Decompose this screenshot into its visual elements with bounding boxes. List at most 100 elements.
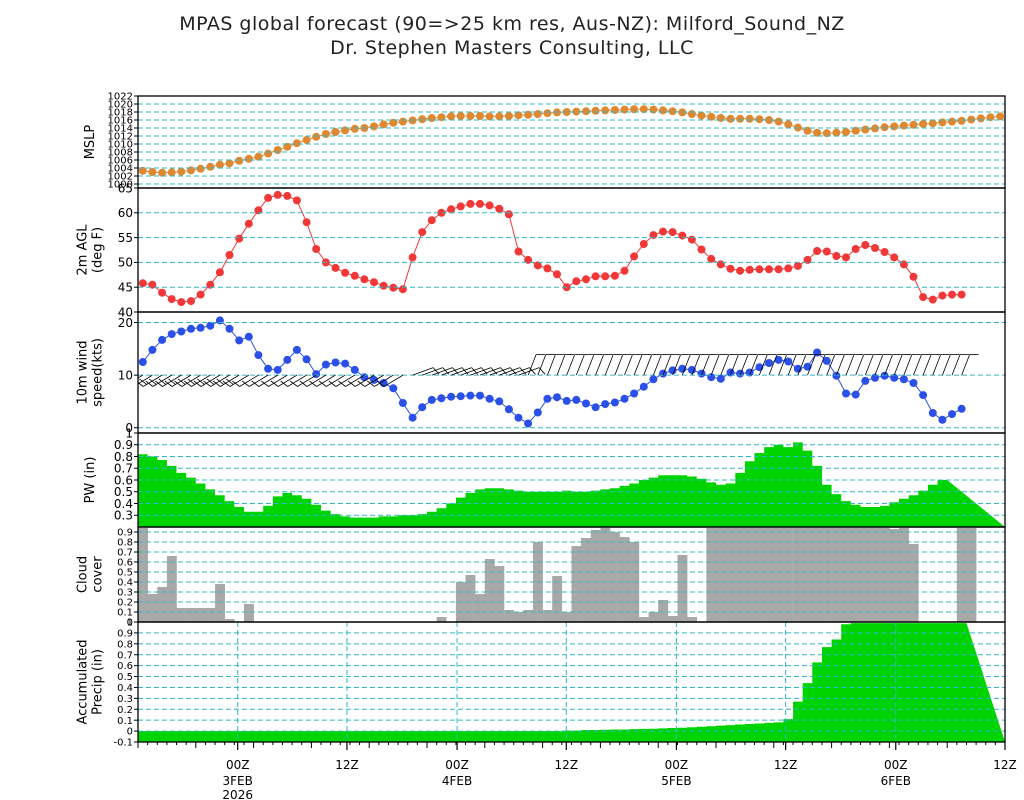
ytick-label: 0.4 <box>114 497 133 511</box>
wind-barb-feather <box>309 380 317 387</box>
temp-point <box>514 247 523 256</box>
temp-point <box>533 261 542 270</box>
temp-point <box>235 234 244 243</box>
cloud-bar <box>542 610 553 622</box>
cloud-bar <box>966 527 977 622</box>
mslp-point <box>398 117 407 126</box>
wind-point <box>514 413 523 422</box>
wind-barb-feather <box>184 380 192 387</box>
mslp-point <box>264 149 273 158</box>
wind-barb <box>864 354 874 376</box>
temp-point <box>582 275 590 284</box>
mslp-point <box>707 112 716 121</box>
temp-point <box>630 252 639 261</box>
temp-point <box>774 265 783 274</box>
wind-point <box>668 366 677 375</box>
mslp-point <box>919 120 928 128</box>
wind-point <box>851 390 860 399</box>
ytick-label: 0.4 <box>117 578 133 589</box>
mslp-point <box>206 162 215 171</box>
wind-point <box>543 394 552 403</box>
temp-point <box>447 205 456 214</box>
wind-point <box>774 355 783 364</box>
wind-barb <box>499 367 521 376</box>
wind-barb-feather <box>138 381 144 387</box>
wind-point <box>533 408 542 417</box>
ytick-label: 1016 <box>108 116 133 127</box>
cloud-bar <box>600 527 611 622</box>
temp-point <box>591 272 600 281</box>
precip-ylabel: Accumulated <box>76 639 91 724</box>
ytick-label: 1002 <box>108 172 133 183</box>
wind-barb <box>345 374 365 387</box>
temp-point <box>736 266 745 275</box>
wind-point <box>524 419 533 428</box>
mslp-point <box>283 142 292 151</box>
mslp-point <box>138 166 147 175</box>
cloud-data <box>138 527 977 622</box>
ytick-label: 0.4 <box>117 683 133 694</box>
wind-point <box>899 375 908 384</box>
mslp-point <box>235 156 244 165</box>
cloud-bar <box>812 527 823 622</box>
cloud-bar <box>610 532 620 622</box>
mslp-point <box>389 118 398 127</box>
wind-barb-feather <box>177 378 186 385</box>
mslp-point <box>716 114 725 122</box>
mslp-point <box>225 159 234 168</box>
wind-barb <box>354 374 375 387</box>
cloud-bar <box>706 527 717 622</box>
wind-barb <box>633 354 643 376</box>
temp-point <box>678 231 687 240</box>
temp-point <box>553 270 561 279</box>
wind-point <box>158 335 167 344</box>
temp-point <box>793 261 802 270</box>
wind-point <box>283 355 292 364</box>
cloud-bar <box>793 527 803 622</box>
pw-area <box>138 442 1005 527</box>
temp-point <box>919 293 928 302</box>
temp-point <box>283 191 292 200</box>
precip-data <box>138 623 1005 742</box>
mslp-point <box>350 124 359 133</box>
cloud-bar <box>138 527 148 622</box>
temp-point <box>707 254 716 263</box>
xtick-date-label: 6FEB <box>881 774 911 788</box>
cloud-bar <box>899 527 909 622</box>
wind-barb-feather <box>197 378 205 385</box>
ytick-label: 20 <box>118 316 133 330</box>
wind-ylabel: speed(kts) <box>91 338 106 407</box>
mslp-point <box>292 139 301 148</box>
xtick-label: 12Z <box>555 758 579 772</box>
mslp-point <box>476 112 484 120</box>
wind-point <box>341 359 350 368</box>
wind-barb <box>604 354 614 376</box>
wind-barb <box>826 354 836 376</box>
wind-barb <box>268 374 288 387</box>
wind-barb <box>614 354 624 376</box>
temp-point <box>215 268 224 277</box>
wind-point <box>620 394 629 403</box>
wind-barb <box>335 374 355 387</box>
wind-barb-feather <box>212 380 221 387</box>
mslp-point <box>948 117 956 126</box>
ytick-label: 60 <box>118 206 133 220</box>
mslp-point <box>697 111 706 120</box>
wind-point <box>562 396 571 405</box>
mslp-point <box>196 164 205 173</box>
wind-barb <box>489 367 511 376</box>
temp-point <box>158 288 167 297</box>
wind-barb <box>903 354 913 376</box>
wind-point <box>244 332 253 341</box>
temp-point <box>687 235 696 244</box>
mslp-point <box>736 114 745 123</box>
xtick-date-label: 3FEB <box>223 774 253 788</box>
cloud-bar <box>581 538 591 622</box>
wind-barb <box>460 367 482 376</box>
cloud-ylabel: cover <box>91 556 106 593</box>
wind-line <box>142 319 962 425</box>
temp-point <box>341 268 350 277</box>
wind-barb <box>575 354 585 376</box>
wind-point <box>177 327 186 336</box>
